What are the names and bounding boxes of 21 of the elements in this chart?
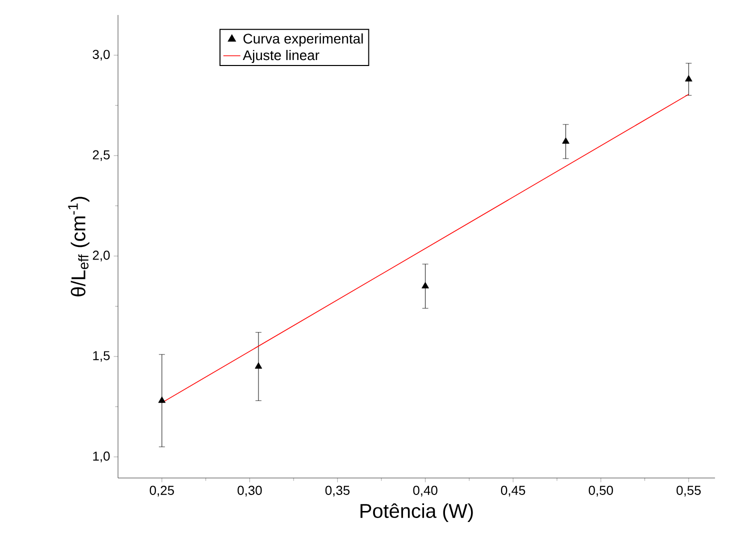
y-tick-label: 2,5 xyxy=(92,150,110,161)
legend-label: Curva experimental xyxy=(243,33,363,46)
y-axis-title: θ/L$_{eff}$ (cm$^{-1}$) xyxy=(68,196,90,296)
point xyxy=(562,137,570,144)
point xyxy=(158,396,166,403)
point xyxy=(685,75,692,82)
x-tick-label: 0,30 xyxy=(238,486,262,496)
point xyxy=(422,282,429,288)
x-tick-label: 0,25 xyxy=(150,486,174,496)
x-axis-title: Potência (W) xyxy=(360,503,473,522)
y-tick-label: 2,0 xyxy=(92,250,110,262)
x-tick-label: 0,45 xyxy=(500,486,526,496)
x-tick-label: 0,40 xyxy=(413,486,438,496)
y-tick-label: 1,5 xyxy=(93,351,110,362)
legend-label: Ajuste linear xyxy=(242,50,320,63)
point xyxy=(254,362,262,369)
x-tick-label: 0,50 xyxy=(588,486,613,496)
y-tick-label: 1,0 xyxy=(93,452,110,462)
x-tick-label: 0,35 xyxy=(325,486,350,496)
x-tick-label: 0,55 xyxy=(676,486,701,496)
y-tick-label: 3,0 xyxy=(92,50,110,61)
